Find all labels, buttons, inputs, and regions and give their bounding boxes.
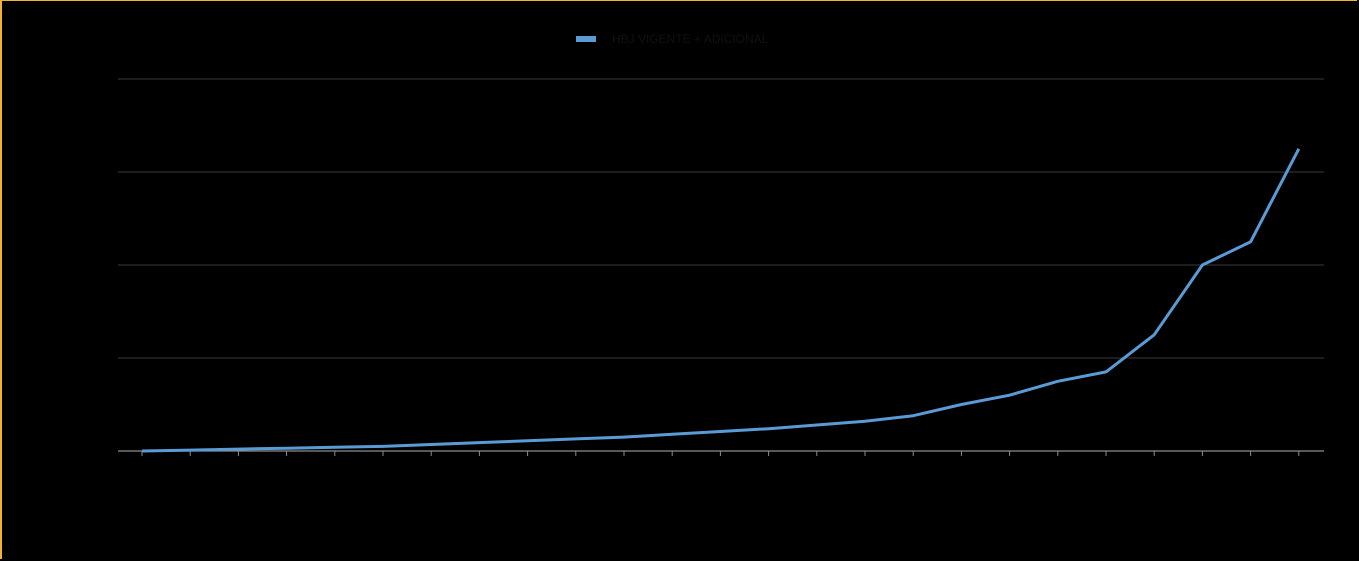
legend-swatch: [576, 36, 596, 42]
series-layer: [141, 148, 1301, 453]
gridlines: [118, 78, 1324, 359]
x-axis: [118, 450, 1324, 456]
legend-label: HBJ VIGENTE + ADICIONAL: [612, 32, 769, 46]
series-line: [141, 148, 1301, 453]
legend: HBJ VIGENTE + ADICIONAL: [576, 32, 769, 46]
